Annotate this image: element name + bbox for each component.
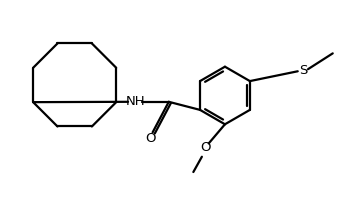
Text: O: O (200, 141, 210, 154)
Text: NH: NH (125, 95, 145, 108)
Text: S: S (299, 64, 307, 77)
Text: O: O (146, 132, 156, 145)
